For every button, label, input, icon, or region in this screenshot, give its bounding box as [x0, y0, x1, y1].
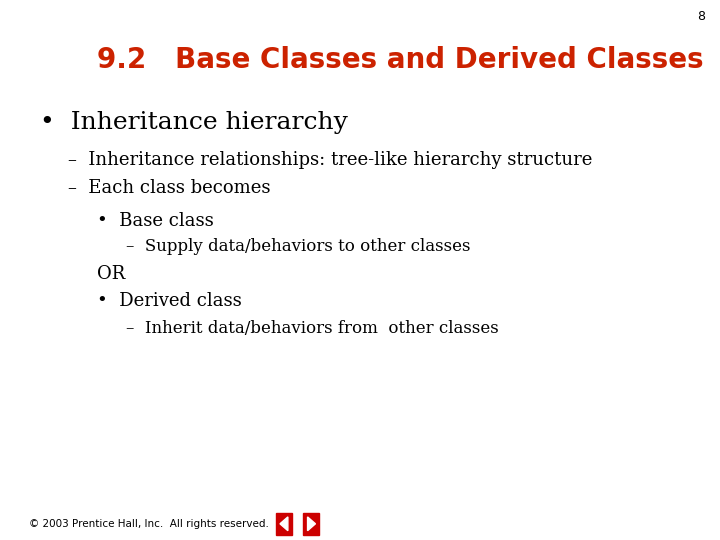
Text: OR: OR — [97, 265, 125, 282]
Text: •  Derived class: • Derived class — [97, 292, 242, 309]
Text: –  Inherit data/behaviors from  other classes: – Inherit data/behaviors from other clas… — [126, 320, 499, 336]
Text: 9.2   Base Classes and Derived Classes: 9.2 Base Classes and Derived Classes — [97, 46, 704, 74]
Text: –  Each class becomes: – Each class becomes — [68, 179, 271, 197]
Text: –  Supply data/behaviors to other classes: – Supply data/behaviors to other classes — [126, 238, 470, 254]
Text: •  Inheritance hierarchy: • Inheritance hierarchy — [40, 111, 348, 134]
FancyBboxPatch shape — [303, 513, 319, 535]
Text: –  Inheritance relationships: tree-like hierarchy structure: – Inheritance relationships: tree-like h… — [68, 151, 593, 169]
Text: 8: 8 — [698, 10, 706, 23]
Polygon shape — [307, 517, 315, 531]
Polygon shape — [280, 517, 288, 531]
Text: •  Base class: • Base class — [97, 212, 214, 230]
FancyBboxPatch shape — [276, 513, 292, 535]
Text: © 2003 Prentice Hall, Inc.  All rights reserved.: © 2003 Prentice Hall, Inc. All rights re… — [29, 519, 269, 529]
